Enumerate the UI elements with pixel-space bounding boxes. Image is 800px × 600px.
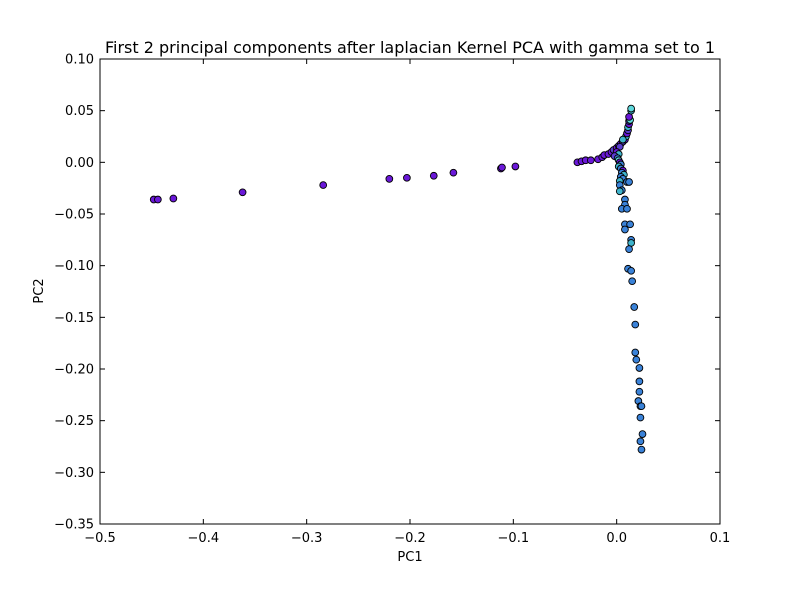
data-point — [631, 320, 640, 329]
y-tick-label: −0.15 — [54, 311, 94, 326]
data-point — [635, 377, 644, 386]
data-point — [627, 104, 635, 113]
x-tick-label: −0.4 — [188, 531, 220, 546]
data-point — [319, 181, 328, 189]
data-point — [636, 437, 645, 446]
data-point — [586, 156, 595, 165]
chart-title: First 2 principal components after lapla… — [105, 38, 715, 57]
x-tick-label: −0.1 — [498, 531, 530, 546]
y-tick-label: 0.05 — [65, 104, 94, 119]
data-point — [631, 348, 640, 357]
x-tick-label: 0.0 — [606, 531, 627, 546]
y-tick-label: −0.05 — [54, 208, 94, 223]
data-point — [498, 163, 506, 172]
plot-frame — [99, 58, 721, 525]
data-point — [623, 204, 631, 213]
y-tick-labels: −0.35 −0.30 −0.25 −0.20 −0.15 −0.10 −0.05 0.00 0… — [54, 53, 94, 533]
data-point — [628, 277, 637, 286]
x-tick-label: −0.3 — [291, 531, 323, 546]
data-point — [635, 387, 644, 396]
data-point — [449, 168, 458, 177]
y-tick-label: −0.10 — [54, 259, 94, 274]
data-point — [626, 220, 634, 229]
data-point — [632, 355, 641, 364]
y-tick-label: −0.25 — [54, 414, 94, 429]
y-tick-label: 0.10 — [65, 53, 94, 68]
data-point — [625, 245, 633, 253]
x-tick-label: 0.1 — [710, 531, 731, 546]
data-point — [429, 171, 438, 180]
data-point — [630, 303, 639, 311]
y-tick-label: 0.00 — [65, 156, 94, 171]
data-point — [403, 173, 411, 182]
x-tick-labels: −0.5 −0.4 −0.3 −0.2 −0.1 0.0 0.1 — [84, 531, 730, 546]
data-point — [619, 135, 627, 144]
data-point — [636, 413, 645, 422]
data-point — [627, 266, 635, 275]
x-tick-label: −0.2 — [394, 531, 426, 546]
data-point — [638, 430, 647, 438]
y-tick-label: −0.35 — [54, 518, 94, 533]
y-axis-title: PC2 — [32, 278, 47, 303]
y-tick-label: −0.30 — [54, 466, 94, 481]
x-tick-label: −0.5 — [84, 531, 116, 546]
data-point — [621, 225, 629, 234]
y-tick-label: −0.20 — [54, 363, 94, 378]
data-point — [637, 445, 646, 454]
data-point — [238, 188, 247, 197]
data-point — [385, 175, 394, 183]
data-point — [154, 195, 162, 204]
data-points — [149, 104, 647, 454]
data-point — [169, 194, 178, 203]
data-point — [625, 178, 633, 186]
x-axis-title: PC1 — [397, 550, 422, 565]
plot-area — [100, 59, 720, 524]
data-point — [637, 402, 646, 411]
data-point — [511, 162, 520, 171]
data-point — [635, 364, 644, 372]
data-point — [615, 187, 624, 196]
